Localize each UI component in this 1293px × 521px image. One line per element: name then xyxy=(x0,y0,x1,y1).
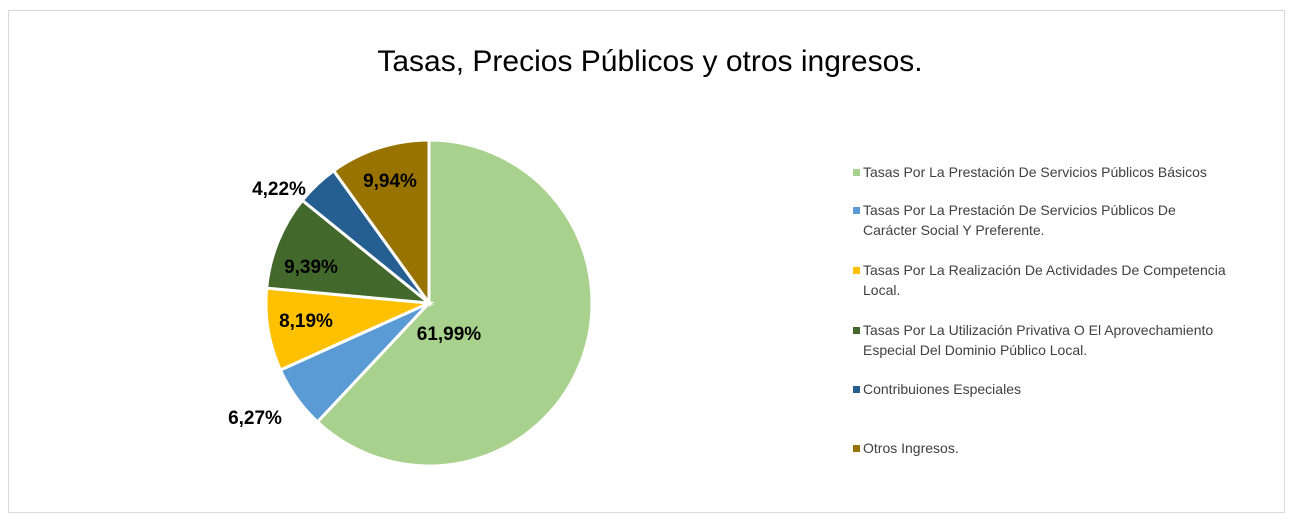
legend-label: Contribuiones Especiales xyxy=(863,381,1021,397)
data-label: 6,27% xyxy=(228,408,282,429)
pie-slice xyxy=(315,138,594,468)
pie-slice xyxy=(265,198,434,305)
legend-item: Tasas Por La Realización De Actividades … xyxy=(853,260,1233,300)
legend-swatch xyxy=(853,445,860,452)
legend-swatch xyxy=(853,386,860,393)
data-label: 9,39% xyxy=(284,257,338,278)
legend-label: Tasas Por La Prestación De Servicios Púb… xyxy=(863,202,1176,238)
legend-swatch xyxy=(853,267,860,274)
data-label: 4,22% xyxy=(252,179,306,200)
legend-item: Tasas Por La Utilización Privativa O El … xyxy=(853,320,1233,360)
data-label: 61,99% xyxy=(417,324,482,345)
legend-item: Tasas Por La Prestación De Servicios Púb… xyxy=(853,162,1233,182)
chart-frame xyxy=(8,10,1285,513)
pie-slice xyxy=(331,138,431,308)
legend-label: Tasas Por La Realización De Actividades … xyxy=(863,262,1226,298)
data-label: 9,94% xyxy=(363,171,417,192)
legend-item: Tasas Por La Prestación De Servicios Púb… xyxy=(853,200,1233,240)
legend-label: Tasas Por La Utilización Privativa O El … xyxy=(863,322,1214,358)
legend-swatch xyxy=(853,207,860,214)
legend-label: Otros Ingresos. xyxy=(863,440,959,456)
legend-swatch xyxy=(853,327,860,334)
chart-title: Tasas, Precios Públicos y otros ingresos… xyxy=(377,45,922,78)
legend-label: Tasas Por La Prestación De Servicios Púb… xyxy=(863,164,1207,180)
legend-item: Contribuiones Especiales xyxy=(853,379,1233,399)
data-label: 8,19% xyxy=(279,311,333,332)
legend-item: Otros Ingresos. xyxy=(853,438,1233,458)
legend-swatch xyxy=(853,169,860,176)
